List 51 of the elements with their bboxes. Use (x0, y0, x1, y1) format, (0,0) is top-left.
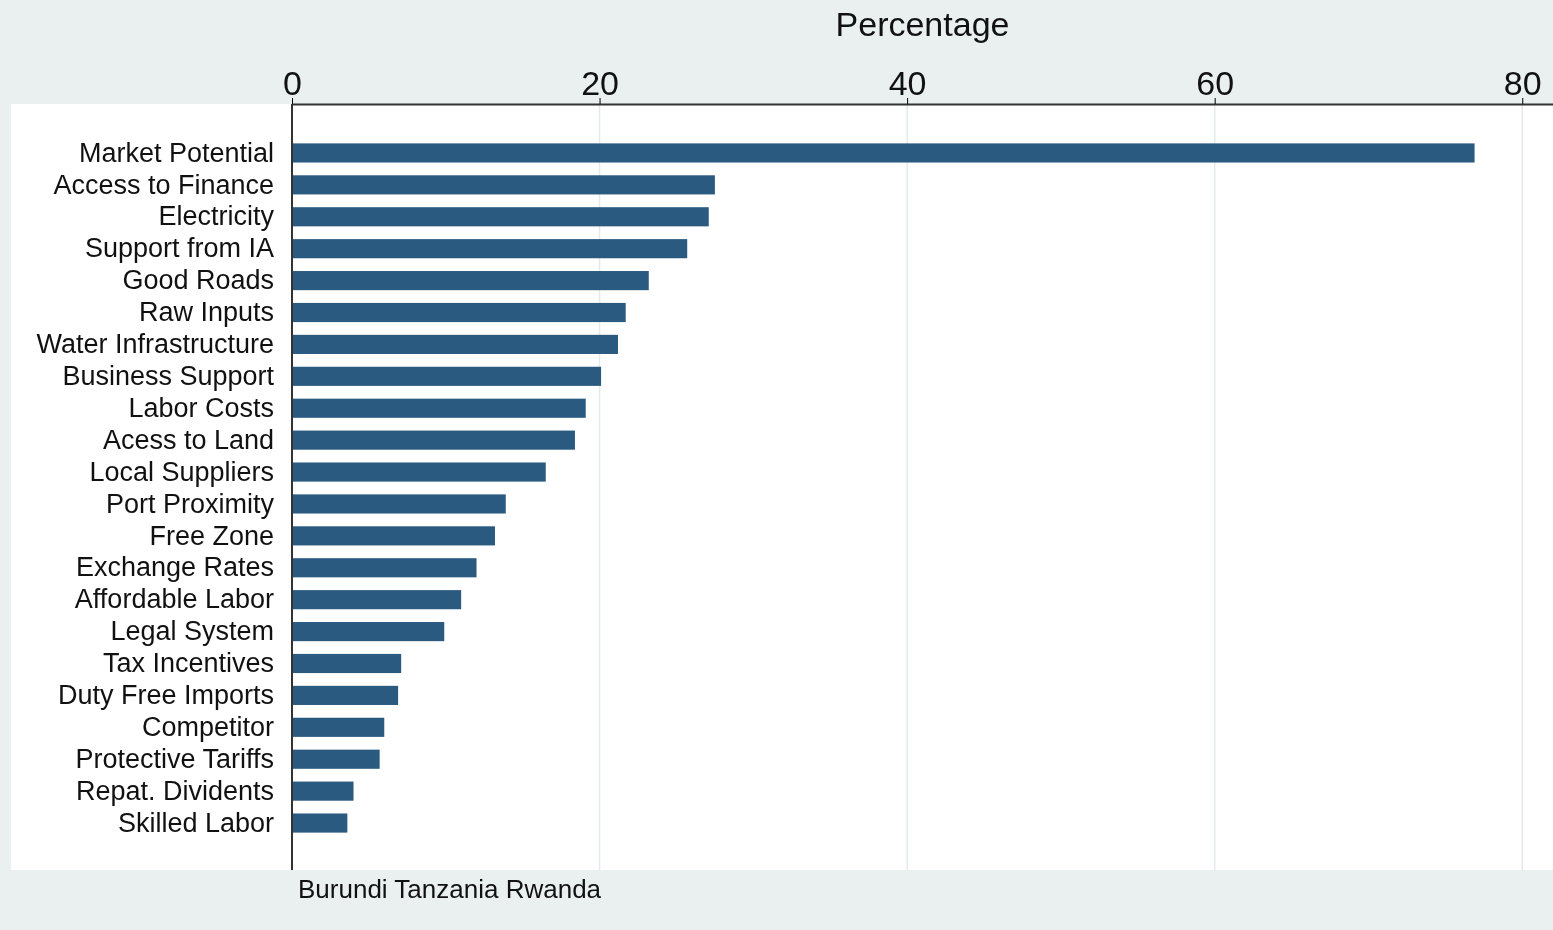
bar (292, 717, 385, 737)
bar (292, 271, 649, 291)
y-tick-label: Legal System (110, 616, 274, 647)
bar (292, 558, 477, 578)
bar (292, 366, 602, 386)
bar (292, 398, 586, 418)
x-tick-label: 20 (581, 64, 619, 102)
bar (292, 685, 399, 705)
y-tick-label: Free Zone (149, 520, 274, 551)
y-tick-label: Protective Tariffs (75, 743, 274, 774)
y-tick-label: Competitor (141, 711, 275, 742)
x-tick-label: 40 (888, 64, 927, 102)
bar (292, 653, 402, 674)
bar (292, 334, 619, 354)
y-tick-label: Electricity (158, 201, 275, 232)
y-tick-label: Duty Free Imports (57, 680, 274, 711)
y-tick-label: Labor Costs (128, 392, 274, 423)
y-tick-label: Water Infrastructure (36, 329, 274, 360)
y-tick-label: Repat. Dividents (75, 775, 274, 806)
bar (292, 430, 575, 450)
x-tick-label: 80 (1503, 64, 1542, 102)
bar (292, 813, 348, 833)
y-tick-label: Affordable Labor (74, 584, 274, 615)
bar (292, 590, 462, 610)
bar (292, 781, 354, 801)
text: Burundi Tanzania Rwanda (298, 874, 602, 904)
y-tick-label: Raw Inputs (138, 297, 274, 328)
bar (292, 207, 709, 227)
y-tick-label: Tax Incentives (102, 648, 274, 679)
bar (292, 494, 506, 514)
y-tick-label: Good Roads (122, 265, 274, 296)
x-tick-label: 60 (1196, 64, 1235, 102)
bar (292, 462, 546, 482)
bar (292, 143, 1475, 163)
bar (292, 526, 495, 546)
x-tick-label: 0 (283, 64, 302, 102)
bar (292, 622, 445, 642)
y-tick-label: Skilled Labor (117, 807, 275, 838)
y-tick-label: Local Suppliers (89, 456, 274, 487)
y-tick-label: Business Support (62, 360, 275, 391)
x-axis-title: Percentage (835, 5, 1010, 43)
y-tick-label: Port Proximity (105, 488, 275, 519)
y-tick-label: Exchange Rates (75, 552, 274, 583)
bar (292, 239, 688, 259)
bar (292, 175, 715, 195)
y-tick-label: Access to Finance (53, 169, 274, 200)
bar (292, 749, 380, 769)
y-tick-label: Support from IA (84, 233, 274, 264)
bar (292, 302, 626, 323)
y-tick-label: Market Potential (78, 137, 274, 168)
y-tick-label: Acess to Land (102, 424, 274, 455)
